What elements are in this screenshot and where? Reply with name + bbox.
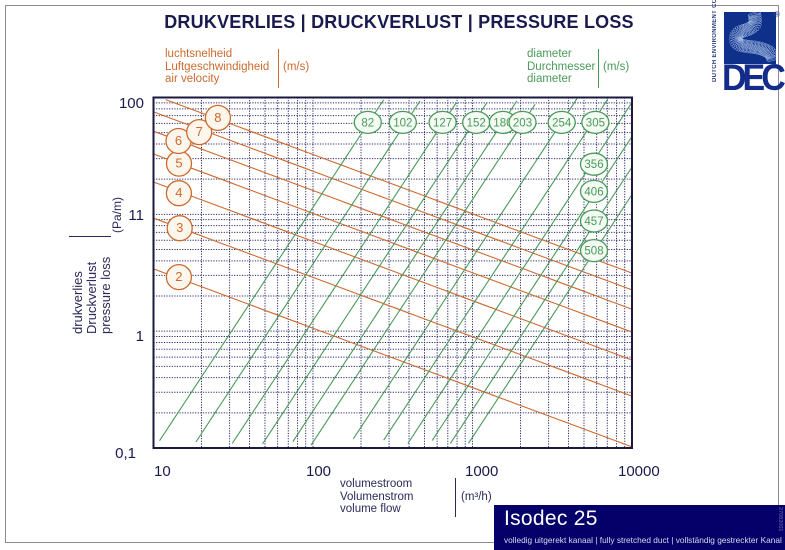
svg-text:406: 406	[584, 186, 603, 198]
svg-text:102: 102	[393, 117, 412, 129]
svg-text:127: 127	[433, 117, 452, 129]
svg-text:3: 3	[176, 220, 183, 235]
svg-text:82: 82	[361, 117, 374, 129]
svg-text:8: 8	[214, 110, 221, 125]
svg-text:305: 305	[586, 117, 605, 129]
svg-text:508: 508	[584, 246, 603, 258]
svg-text:356: 356	[584, 159, 603, 171]
svg-text:457: 457	[584, 216, 603, 228]
svg-text:5: 5	[175, 156, 182, 171]
svg-text:4: 4	[175, 185, 182, 200]
svg-text:203: 203	[513, 117, 532, 129]
svg-text:7: 7	[196, 124, 203, 139]
svg-text:2: 2	[175, 269, 182, 284]
svg-text:254: 254	[552, 117, 572, 129]
svg-text:152: 152	[467, 117, 486, 129]
svg-text:6: 6	[175, 133, 182, 148]
